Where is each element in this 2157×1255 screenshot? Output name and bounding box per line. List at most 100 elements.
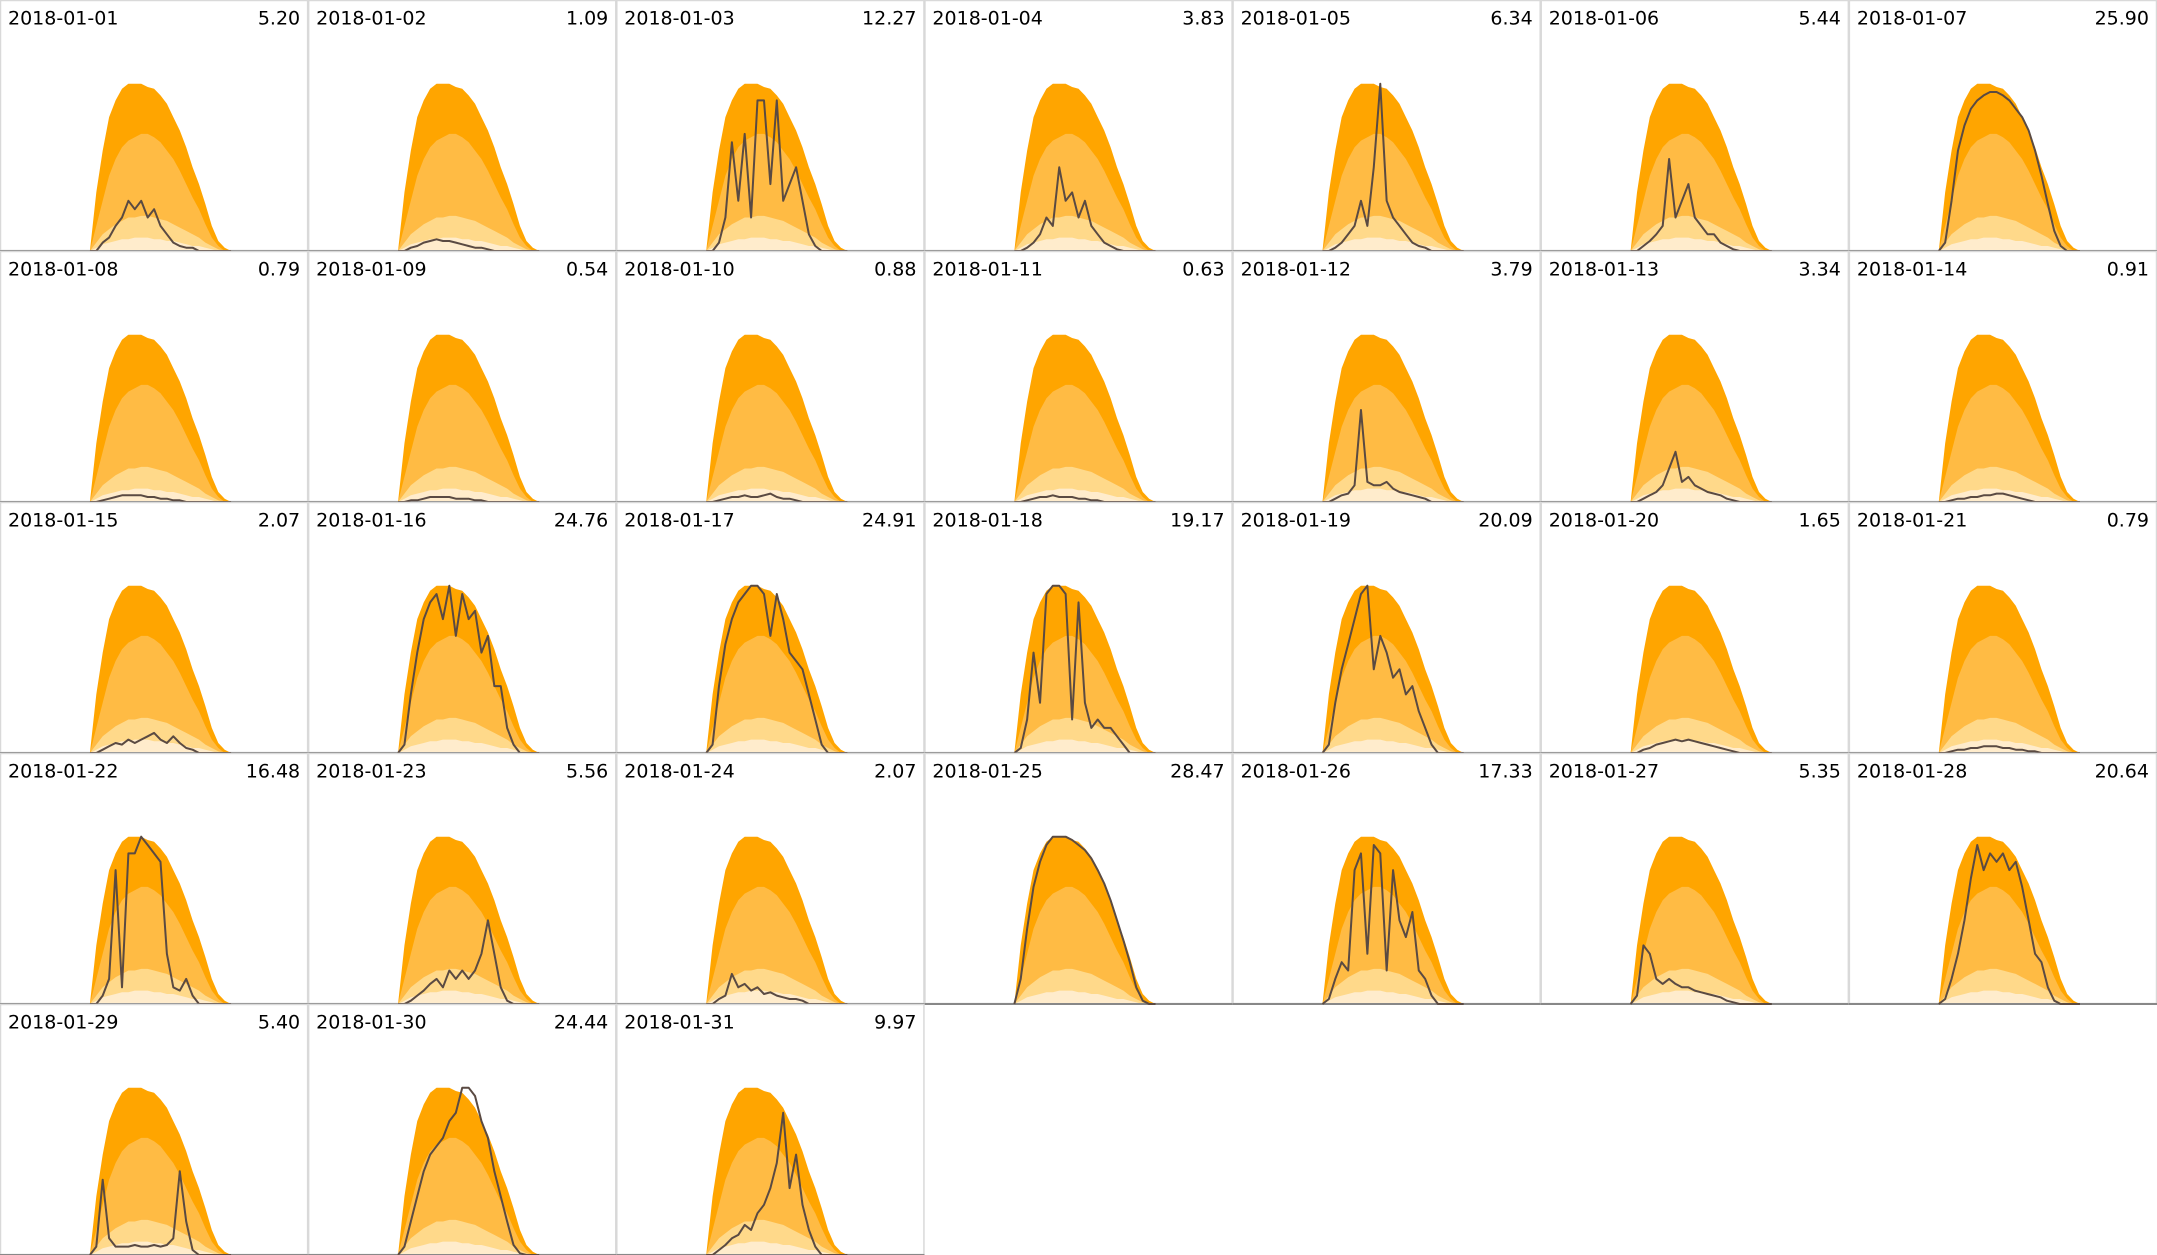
quantile-band (1322, 237, 1464, 251)
day-panel: 2018-01-16 24.76 (307, 501, 617, 754)
date-label: 2018-01-07 (1857, 8, 1967, 30)
date-label: 2018-01-06 (1549, 8, 1659, 30)
day-panel: 2018-01-07 25.90 (1848, 0, 2157, 252)
quantile-band (1322, 488, 1464, 502)
day-line (1013, 835, 1156, 1005)
day-panel: 2018-01-22 16.48 (0, 752, 309, 1005)
quantile-band (1014, 237, 1156, 251)
quantile-band (398, 1241, 540, 1255)
day-panel: 2018-01-19 20.09 (1232, 501, 1541, 754)
date-label: 2018-01-21 (1857, 510, 1967, 532)
day-total: 2.07 (874, 761, 916, 783)
quantile-band (706, 237, 848, 251)
day-total: 6.34 (1490, 8, 1532, 30)
day-total: 28.47 (1170, 761, 1224, 783)
date-label: 2018-01-10 (624, 259, 734, 281)
day-panel: 2018-01-26 17.33 (1232, 752, 1541, 1005)
day-total: 5.44 (1799, 8, 1841, 30)
date-label: 2018-01-08 (8, 259, 118, 281)
quantile-band (706, 739, 848, 753)
day-line (89, 1170, 232, 1255)
day-total: 2.07 (258, 510, 300, 532)
day-panel: 2018-01-25 28.47 (924, 752, 1233, 1005)
quantile-band (89, 237, 232, 251)
day-line (397, 584, 540, 754)
quantile-band (1322, 739, 1464, 753)
date-label: 2018-01-11 (932, 259, 1042, 281)
day-total: 16.48 (246, 761, 300, 783)
day-panel: 2018-01-10 0.88 (616, 250, 925, 503)
quantile-band (1014, 990, 1156, 1004)
day-total: 9.97 (874, 1012, 916, 1034)
day-total: 24.76 (554, 510, 608, 532)
date-label: 2018-01-25 (932, 761, 1042, 783)
date-label: 2018-01-31 (624, 1012, 734, 1034)
date-label: 2018-01-17 (624, 510, 734, 532)
day-panel: 2018-01-14 0.91 (1848, 250, 2157, 503)
day-panel: 2018-01-17 24.91 (616, 501, 925, 754)
quantile-band (398, 739, 540, 753)
quantile-band (706, 1241, 848, 1255)
date-label: 2018-01-01 (8, 8, 118, 30)
day-panel: 2018-01-03 12.27 (616, 0, 925, 252)
date-label: 2018-01-29 (8, 1012, 118, 1034)
day-total: 19.17 (1170, 510, 1224, 532)
day-total: 0.88 (874, 259, 916, 281)
day-panel: 2018-01-12 3.79 (1232, 250, 1541, 503)
date-label: 2018-01-30 (316, 1012, 426, 1034)
date-label: 2018-01-04 (932, 8, 1042, 30)
day-line (1321, 844, 1464, 1005)
day-panel: 2018-01-27 5.35 (1540, 752, 1850, 1005)
day-total: 3.83 (1182, 8, 1224, 30)
day-total: 0.54 (566, 259, 608, 281)
day-line (397, 1086, 540, 1255)
day-total: 1.09 (566, 8, 608, 30)
day-total: 25.90 (2095, 8, 2149, 30)
day-total: 1.65 (1799, 510, 1841, 532)
quantile-band (1938, 990, 2080, 1004)
quantile-band (398, 488, 540, 502)
date-label: 2018-01-23 (316, 761, 426, 783)
quantile-band (706, 990, 848, 1004)
date-label: 2018-01-14 (1857, 259, 1967, 281)
date-label: 2018-01-24 (624, 761, 734, 783)
day-panel: 2018-01-08 0.79 (0, 250, 309, 503)
day-panel: 2018-01-24 2.07 (616, 752, 925, 1005)
day-total: 0.79 (2107, 510, 2149, 532)
day-panel: 2018-01-29 5.40 (0, 1003, 309, 1255)
day-total: 24.44 (554, 1012, 608, 1034)
quantile-band (1630, 237, 1772, 251)
date-label: 2018-01-02 (316, 8, 426, 30)
day-total: 20.64 (2095, 761, 2149, 783)
day-total: 5.56 (566, 761, 608, 783)
date-label: 2018-01-13 (1549, 259, 1659, 281)
date-label: 2018-01-12 (1241, 259, 1351, 281)
day-line (1938, 844, 2080, 1005)
day-total: 20.09 (1478, 510, 1532, 532)
date-label: 2018-01-15 (8, 510, 118, 532)
date-label: 2018-01-19 (1241, 510, 1351, 532)
day-panel: 2018-01-11 0.63 (924, 250, 1233, 503)
panel-frame (1232, 501, 1541, 754)
quantile-band (1322, 990, 1464, 1004)
date-label: 2018-01-20 (1549, 510, 1659, 532)
day-panel: 2018-01-23 5.56 (307, 752, 617, 1005)
day-line (1937, 91, 2080, 252)
day-line (706, 1111, 848, 1255)
date-label: 2018-01-22 (8, 761, 118, 783)
day-total: 3.79 (1490, 259, 1532, 281)
date-label: 2018-01-27 (1549, 761, 1659, 783)
day-total: 5.40 (258, 1012, 300, 1034)
day-total: 0.63 (1182, 259, 1224, 281)
day-total: 3.34 (1799, 259, 1841, 281)
date-label: 2018-01-28 (1857, 761, 1967, 783)
quantile-band (398, 990, 540, 1004)
day-total: 12.27 (862, 8, 916, 30)
day-panel: 2018-01-02 1.09 (307, 0, 617, 252)
day-panel: 2018-01-05 6.34 (1232, 0, 1541, 252)
date-label: 2018-01-03 (624, 8, 734, 30)
day-line (1629, 944, 1772, 1005)
quantile-band (1938, 739, 2080, 753)
day-panel: 2018-01-06 5.44 (1540, 0, 1850, 252)
